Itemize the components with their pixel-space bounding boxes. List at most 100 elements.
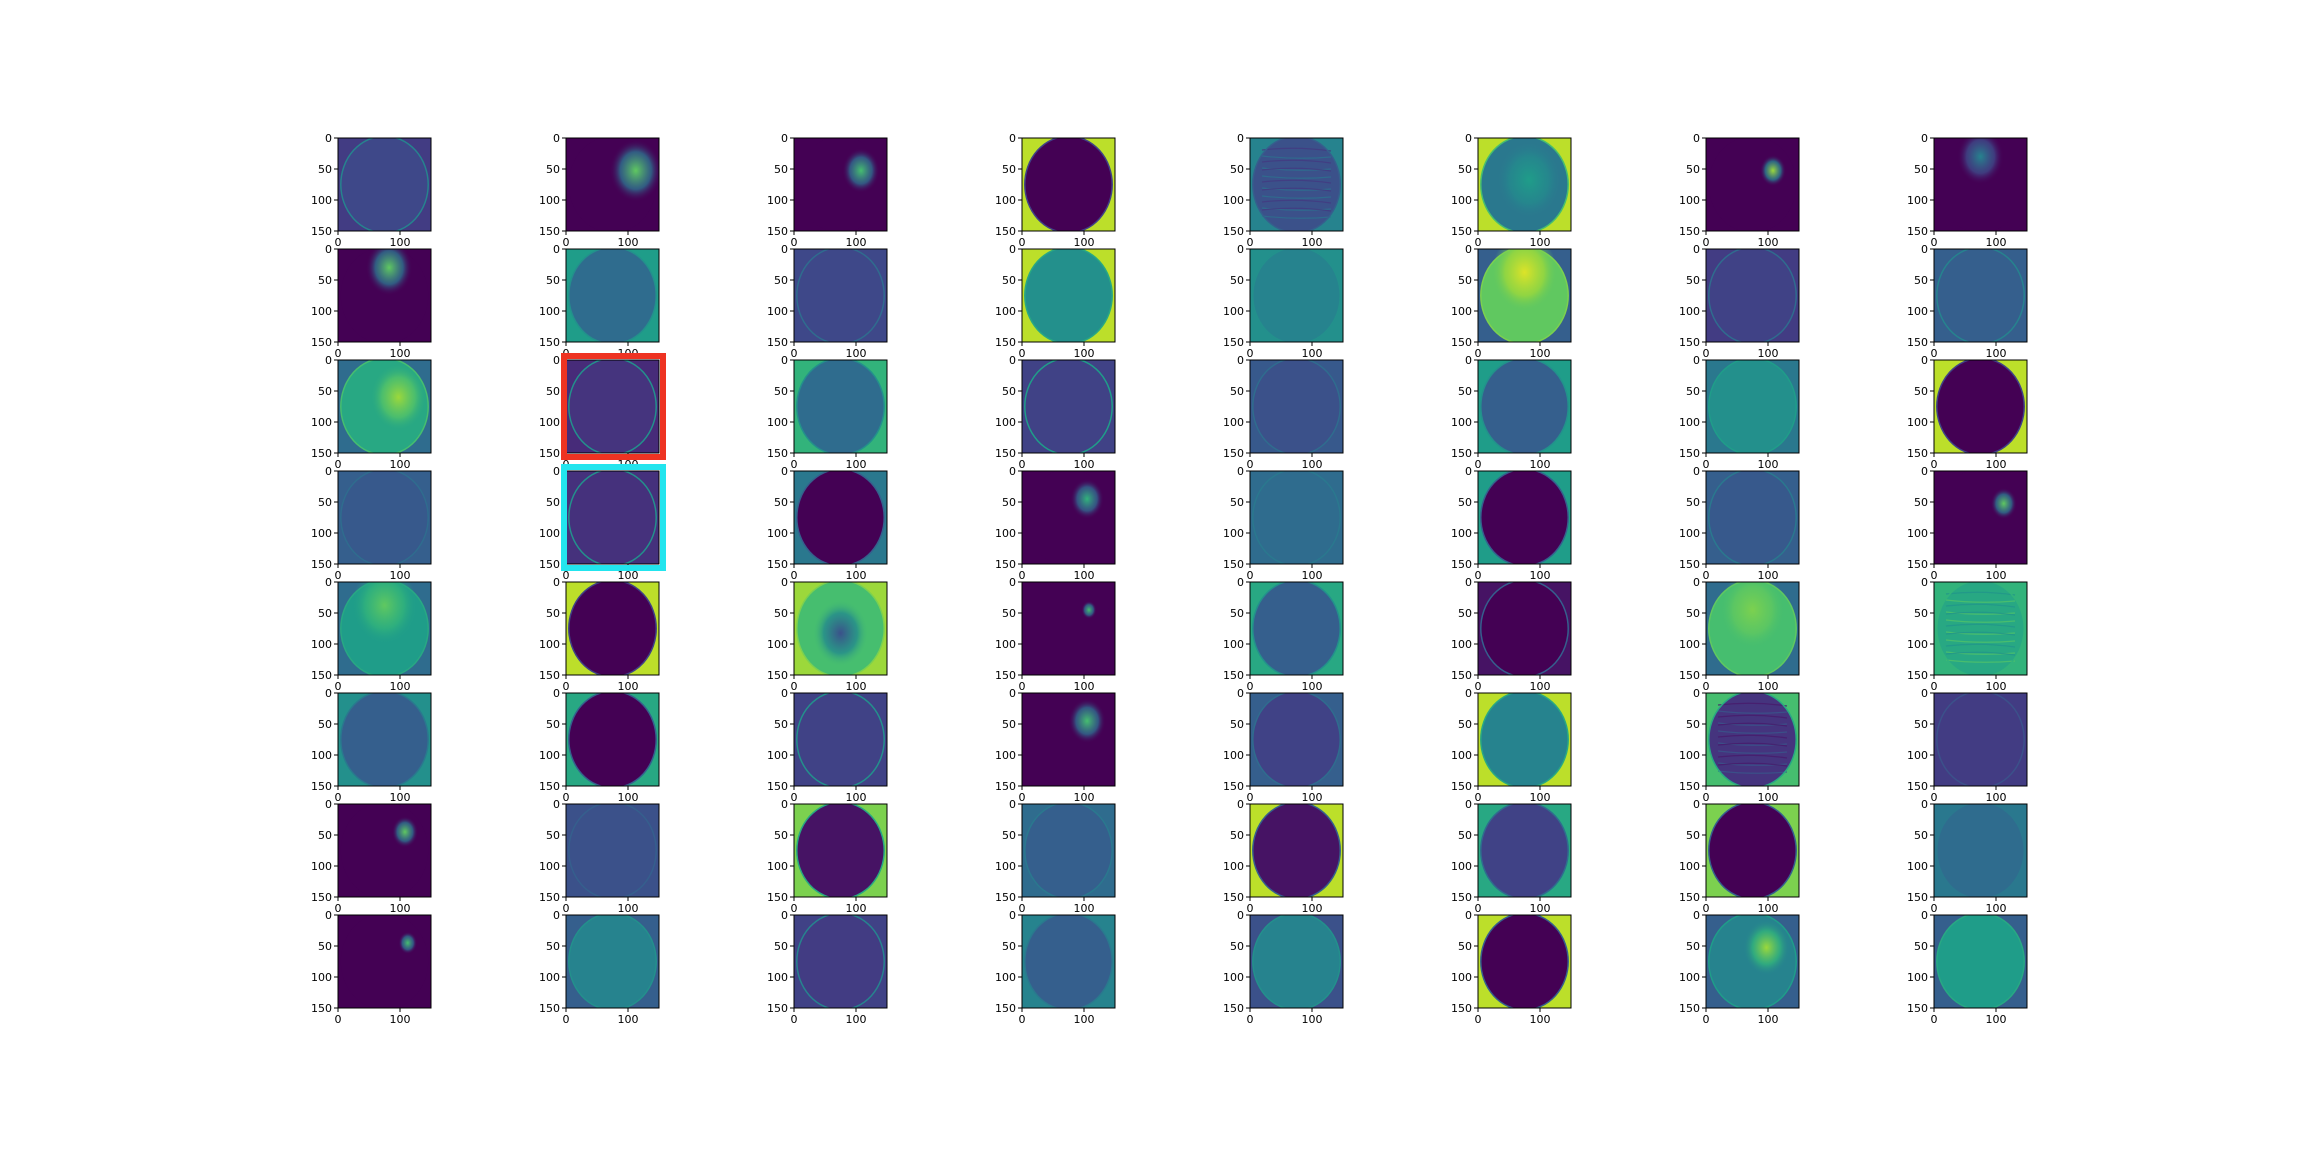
y-tick-label: 50: [1002, 940, 1016, 953]
axes-frame: [1477, 248, 1572, 343]
axes-frame: [337, 248, 432, 343]
y-tick-label: 150: [1223, 336, 1244, 349]
texture-stroke: [1261, 147, 1332, 152]
image-disk: [796, 360, 885, 453]
texture-stroke: [1945, 603, 2016, 608]
x-tick-label: 0: [791, 1013, 798, 1026]
feature-map-image: [1934, 915, 2027, 1008]
y-tick-label: 50: [318, 607, 332, 620]
y-tick-label: 150: [539, 891, 560, 904]
axes-frame: [337, 803, 432, 898]
y-tick-label: 50: [774, 940, 788, 953]
axes-frame: [337, 137, 432, 232]
y-tick-label: 150: [539, 447, 560, 460]
y-tick-label: 50: [318, 385, 332, 398]
y-tick-label: 50: [1002, 385, 1016, 398]
texture-stroke: [1717, 722, 1788, 726]
image-disk: [1252, 360, 1341, 453]
feature-map-image: [1934, 360, 2027, 453]
y-tick-label: 0: [553, 909, 560, 922]
x-tick-label: 100: [846, 1013, 867, 1026]
y-tick-label: 150: [767, 669, 788, 682]
axes-frame: [1705, 692, 1800, 787]
texture-stroke: [1945, 651, 2016, 655]
y-tick-label: 0: [781, 243, 788, 256]
y-tick-label: 150: [1907, 1002, 1928, 1015]
axes-frame: [1933, 137, 2028, 232]
y-tick-label: 150: [1679, 447, 1700, 460]
x-tick-label: 0: [563, 902, 570, 915]
y-tick-label: 50: [1914, 385, 1928, 398]
y-tick-label: 0: [1693, 576, 1700, 589]
axes-frame: [793, 359, 888, 454]
texture-stroke: [1261, 195, 1332, 199]
x-tick-label: 100: [1530, 236, 1551, 249]
axes-frame: [1933, 914, 2028, 1009]
y-tick-label: 150: [767, 780, 788, 793]
y-tick-label: 100: [1223, 638, 1244, 651]
axes-frame: [793, 137, 888, 232]
image-disk: [1708, 138, 1797, 231]
texture-stroke: [1945, 623, 2016, 628]
axes-frame: [565, 803, 660, 898]
y-tick-label: 50: [546, 385, 560, 398]
image-rim: [796, 360, 885, 453]
y-tick-label: 100: [311, 860, 332, 873]
feature-map-image: [1022, 915, 1115, 1008]
y-tick-label: 100: [995, 971, 1016, 984]
image-disk: [1708, 360, 1797, 453]
axes-frame: [1249, 470, 1344, 565]
feature-map-image: [1706, 138, 1799, 231]
y-tick-label: 100: [311, 638, 332, 651]
y-tick-label: 0: [1465, 465, 1472, 478]
y-tick-label: 50: [774, 496, 788, 509]
y-tick-label: 150: [539, 336, 560, 349]
y-tick-label: 150: [539, 225, 560, 238]
activation-blob: [842, 148, 880, 193]
x-tick-label: 100: [1074, 458, 1095, 471]
texture-stroke: [1261, 159, 1332, 164]
x-tick-label: 0: [335, 1013, 342, 1026]
x-tick-label: 0: [335, 236, 342, 249]
activation-blob: [1491, 249, 1558, 312]
feature-map-image: [1934, 582, 2027, 675]
image-rim: [1480, 693, 1569, 786]
image-rim: [340, 360, 429, 453]
image-rim: [340, 582, 429, 675]
x-tick-label: 0: [791, 680, 798, 693]
feature-map-image: [1250, 693, 1343, 786]
feature-map-image: [566, 471, 659, 564]
axes-frame: [793, 803, 888, 898]
axes-frame: [1477, 359, 1572, 454]
x-tick-label: 100: [1986, 347, 2007, 360]
y-tick-label: 0: [1237, 354, 1244, 367]
feature-map-image: [794, 804, 887, 897]
y-tick-label: 50: [774, 274, 788, 287]
texture-stroke: [1717, 762, 1788, 767]
y-tick-label: 50: [1458, 163, 1472, 176]
axes-frame: [1705, 581, 1800, 676]
x-tick-label: 0: [1019, 680, 1026, 693]
image-rim: [1936, 249, 2025, 342]
y-tick-label: 150: [1223, 1002, 1244, 1015]
x-tick-label: 0: [1019, 236, 1026, 249]
x-tick-label: 0: [1931, 902, 1938, 915]
y-tick-label: 100: [1679, 527, 1700, 540]
y-tick-label: 0: [1693, 243, 1700, 256]
x-tick-label: 100: [1986, 569, 2007, 582]
image-rim: [568, 804, 657, 897]
feature-map-image: [1706, 804, 1799, 897]
x-tick-label: 0: [1703, 680, 1710, 693]
x-tick-label: 0: [335, 680, 342, 693]
image-disk: [1024, 804, 1113, 897]
feature-map-image: [1478, 471, 1571, 564]
y-tick-label: 100: [1451, 527, 1472, 540]
x-tick-label: 0: [1703, 791, 1710, 804]
x-tick-label: 0: [1247, 236, 1254, 249]
